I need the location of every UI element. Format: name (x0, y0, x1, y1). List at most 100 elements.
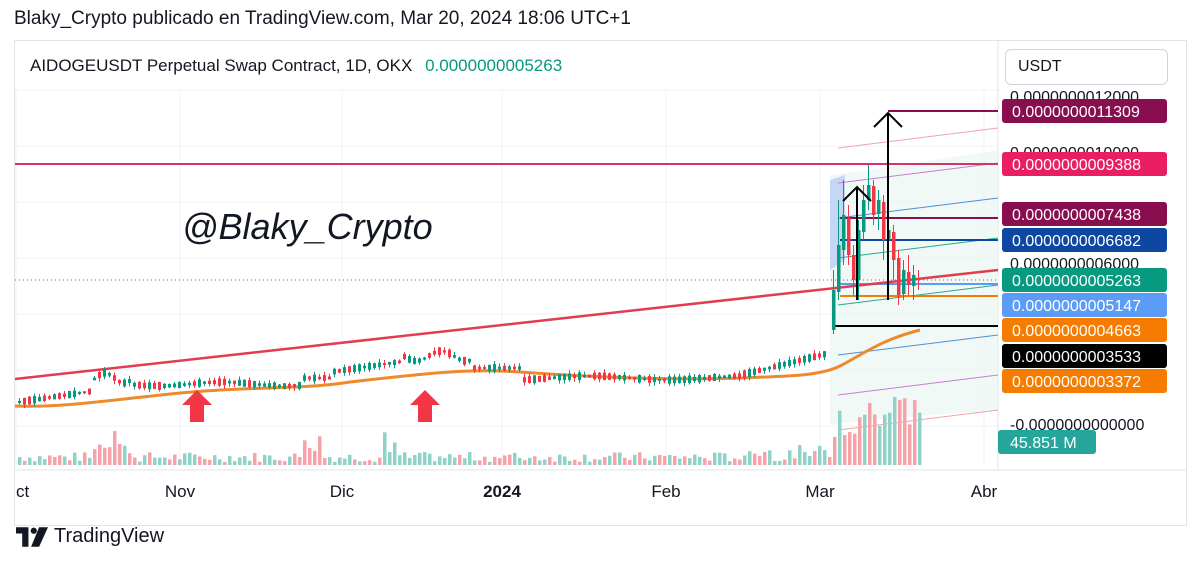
candle-body (488, 364, 491, 372)
candle (163, 383, 166, 390)
candle (837, 200, 841, 300)
volume-bar (633, 454, 637, 465)
candle-body (18, 400, 21, 404)
volume-bar (683, 456, 687, 465)
volume-bar (648, 460, 652, 465)
y-tick-label: -0.0000000000000 (1010, 417, 1144, 434)
candle-body (638, 374, 641, 383)
volume-bar (408, 457, 412, 465)
price-label: 0.0000000003533 (1002, 344, 1167, 368)
candle-body (773, 364, 776, 370)
candle (783, 360, 786, 369)
volume-bar (423, 452, 427, 465)
candle-body (413, 357, 416, 364)
candle (738, 370, 741, 382)
volume-bar (143, 455, 147, 465)
volume-bar (918, 412, 922, 465)
volume-bar (823, 450, 827, 465)
candle (418, 357, 421, 365)
candle (523, 373, 526, 386)
candle (293, 383, 296, 391)
candle-body (58, 393, 61, 399)
candle (93, 375, 96, 381)
price-label-bg (1002, 202, 1167, 226)
candle-body (748, 369, 751, 377)
candle (633, 376, 636, 383)
volume-bar (728, 461, 732, 465)
candle (488, 364, 491, 374)
candle (28, 395, 31, 406)
volume-bar (303, 440, 307, 465)
volume-bar (873, 414, 877, 465)
volume-bar (548, 456, 552, 465)
candle-body (808, 354, 811, 362)
candle (453, 351, 456, 359)
x-tick-label: ct (16, 482, 30, 501)
candle-body (862, 200, 866, 232)
candle (558, 374, 561, 384)
volume-bar (453, 457, 457, 465)
red-up-arrow-nov (182, 390, 212, 422)
volume-bar (583, 454, 587, 465)
volume-bar (773, 460, 777, 465)
candle-body (738, 373, 741, 379)
candle (763, 367, 766, 374)
volume-bar (398, 455, 402, 465)
currency-button[interactable]: USDT (1005, 49, 1168, 85)
candle (88, 388, 91, 396)
volume-bar (213, 455, 217, 465)
candle (343, 364, 346, 376)
volume-bar (523, 460, 527, 465)
candle-body (892, 232, 896, 260)
volume-bar (368, 460, 372, 465)
candle-body (223, 378, 226, 386)
volume-bar (233, 461, 237, 465)
channel-line (837, 374, 999, 396)
candle-body (842, 215, 846, 250)
volume-bar (768, 450, 772, 465)
volume-bar (498, 458, 502, 465)
price-label-bg (1002, 228, 1167, 252)
candle-body (418, 358, 421, 363)
footer-brand[interactable]: TradingView (16, 525, 164, 548)
candle-body (93, 377, 96, 381)
candle (857, 220, 861, 300)
candle-body (653, 377, 656, 383)
candle-body (453, 355, 456, 358)
candle (173, 381, 176, 389)
candle (768, 365, 771, 373)
candle-body (872, 186, 876, 215)
last-price: 0.0000000005263 (425, 56, 563, 75)
candle (872, 180, 876, 225)
volume-bar (438, 456, 442, 465)
candle (803, 354, 806, 366)
symbol-label[interactable]: AIDOGEUSDT Perpetual Swap Contract, 1D, … (30, 56, 413, 75)
volume-bar (893, 397, 897, 465)
candle-body (483, 366, 486, 370)
volume-bar (888, 412, 892, 465)
volume-bar (688, 458, 692, 465)
price-label: 0.0000000005147 (1002, 293, 1167, 317)
candle-body (398, 360, 401, 364)
candle (53, 393, 56, 400)
candle-body (658, 378, 661, 381)
volume-bar (623, 457, 627, 465)
candle (103, 366, 106, 380)
candle-body (603, 372, 606, 381)
candle (638, 374, 641, 384)
candle (63, 390, 66, 400)
candle (188, 380, 191, 389)
volume-bar (863, 414, 867, 465)
volume-bar (138, 461, 142, 465)
volume-bar (193, 454, 197, 465)
candle (538, 375, 541, 382)
candle (483, 364, 486, 370)
volume-bar (528, 457, 532, 465)
candle-body (313, 374, 316, 382)
candle-body (882, 202, 886, 240)
candle-body (408, 356, 411, 363)
volume-bar (223, 461, 227, 465)
candle-body (793, 359, 796, 365)
candle (378, 358, 381, 370)
